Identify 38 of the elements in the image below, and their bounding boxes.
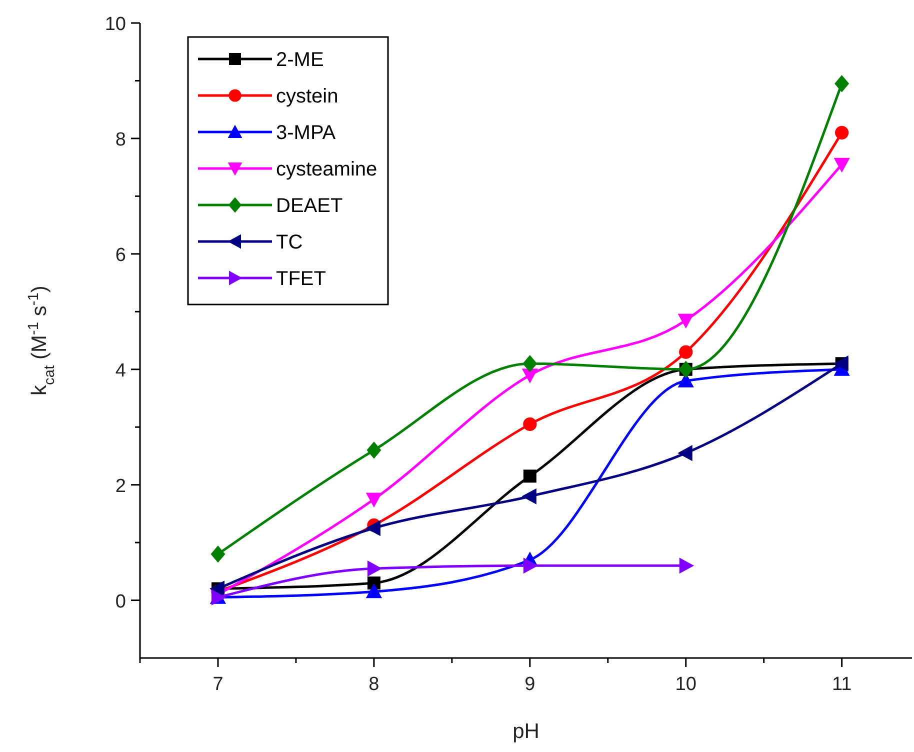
- point: [523, 558, 538, 574]
- point: [366, 492, 382, 507]
- legend-label: TFET: [276, 268, 326, 290]
- x-tick-label: 9: [524, 674, 536, 695]
- point: [678, 314, 694, 328]
- point: [210, 546, 226, 562]
- legend-label: 2-ME: [276, 49, 324, 71]
- x-axis-title: pH: [512, 720, 540, 743]
- point: [678, 445, 692, 461]
- point: [522, 355, 537, 372]
- y-tick-label: 2: [115, 476, 126, 497]
- point: [523, 470, 536, 483]
- point: [522, 488, 536, 504]
- legend-label: cysteamine: [276, 158, 378, 180]
- x-tick-label: 11: [832, 674, 852, 695]
- y-tick-label: 4: [115, 360, 126, 382]
- point: [523, 417, 537, 431]
- legend-label: 3-MPA: [276, 122, 336, 144]
- x-tick-label: 8: [368, 674, 380, 695]
- legend-label: DEAET: [276, 195, 343, 217]
- point: [366, 520, 380, 536]
- x-tick-label: 10: [675, 674, 696, 695]
- point: [367, 560, 382, 576]
- x-tick-label: 7: [212, 674, 224, 695]
- point: [366, 584, 382, 598]
- y-tick-label: 8: [115, 129, 126, 150]
- point: [366, 442, 382, 458]
- point: [835, 126, 849, 140]
- y-tick-label: 6: [115, 244, 126, 266]
- point: [834, 158, 850, 172]
- point: [522, 368, 538, 383]
- point: [679, 558, 694, 574]
- point: [834, 75, 849, 92]
- legend-label: cystein: [276, 86, 338, 108]
- point: [679, 345, 693, 359]
- y-tick-label: 0: [115, 591, 126, 612]
- y-tick-label: 10: [104, 14, 126, 35]
- legend-label: TC: [276, 232, 303, 254]
